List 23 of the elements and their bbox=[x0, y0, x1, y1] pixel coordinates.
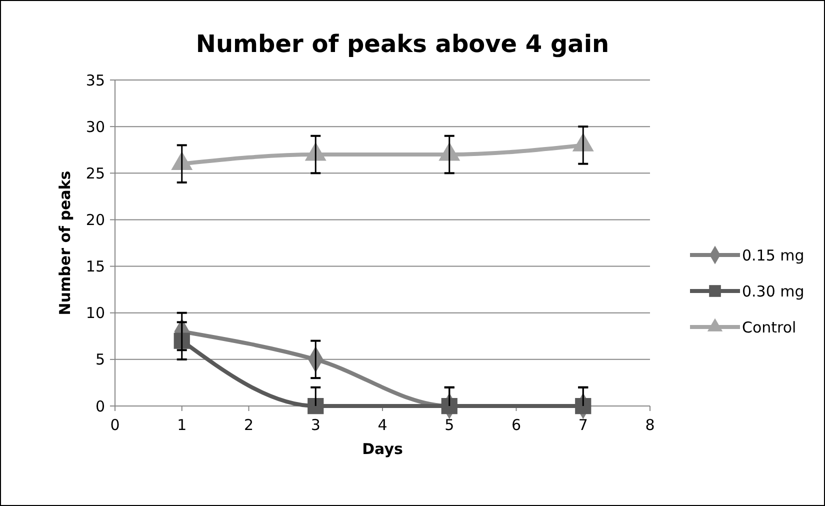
x-tick-label: 3 bbox=[310, 416, 320, 434]
y-tick-label: 15 bbox=[86, 258, 105, 276]
x-tick-label: 0 bbox=[110, 416, 120, 434]
y-tick-label: 5 bbox=[95, 350, 105, 369]
legend-label: Control bbox=[742, 318, 796, 336]
y-axis-title: Number of peaks bbox=[56, 170, 74, 316]
chart-title: Number of peaks above 4 gain bbox=[196, 30, 610, 58]
legend-label: 0.30 mg bbox=[742, 282, 804, 300]
y-tick-label: 0 bbox=[95, 397, 105, 416]
x-axis-title: Days bbox=[362, 440, 403, 458]
y-tick-label: 30 bbox=[86, 118, 105, 136]
y-tick-label: 10 bbox=[86, 304, 105, 322]
x-tick-label: 4 bbox=[378, 416, 388, 434]
x-tick-label: 1 bbox=[177, 416, 187, 434]
y-tick-label: 35 bbox=[86, 71, 105, 90]
x-tick-label: 6 bbox=[511, 416, 522, 434]
y-tick-label: 25 bbox=[86, 164, 105, 182]
x-tick-label: 5 bbox=[444, 416, 454, 434]
y-tick-label: 20 bbox=[86, 210, 105, 229]
legend-label: 0.15 mg bbox=[742, 246, 804, 264]
x-tick-label: 7 bbox=[578, 416, 588, 434]
x-tick-label: 8 bbox=[645, 416, 655, 434]
x-tick-label: 2 bbox=[244, 416, 254, 434]
